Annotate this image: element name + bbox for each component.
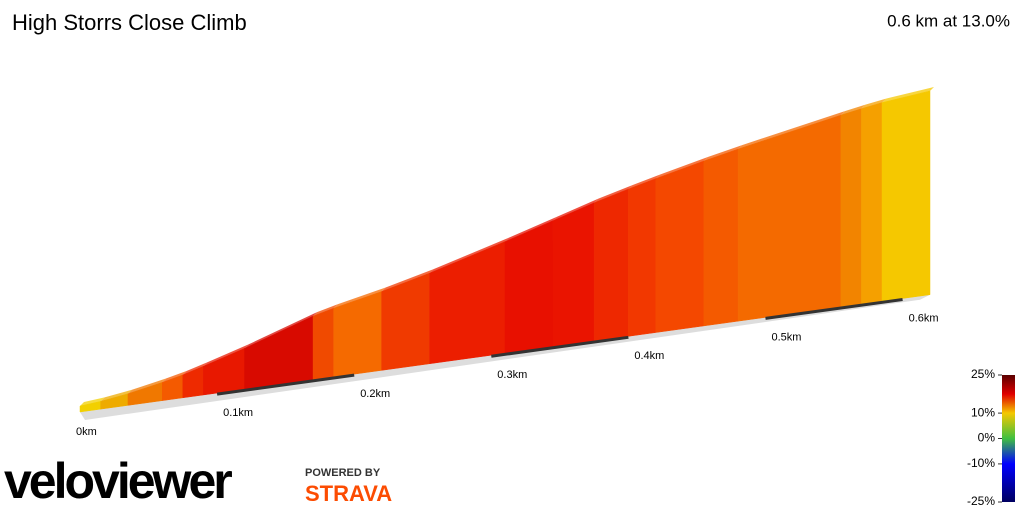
chart-title: High Storrs Close Climb — [12, 10, 247, 35]
distance-band — [765, 297, 903, 320]
segment-top — [203, 344, 249, 367]
segment — [312, 307, 334, 381]
segment — [593, 188, 629, 342]
x-tick-label: 0.6km — [909, 312, 939, 324]
segment — [244, 315, 314, 390]
segment-top — [429, 237, 509, 274]
segment-top — [100, 389, 132, 402]
colorbar-label: 0% — [978, 431, 996, 445]
distance-band — [491, 335, 629, 358]
plot: 0km 0.1km 0.2km 0.3km 0.4km 0.5km 0.6km — [76, 86, 939, 438]
segment-top — [80, 397, 105, 406]
colorbar-label: 10% — [971, 405, 995, 419]
colorbar-label: -25% — [967, 494, 995, 508]
segment-top — [313, 304, 338, 317]
segment — [703, 148, 739, 327]
segment-top — [127, 378, 167, 394]
segment-top — [381, 269, 434, 292]
segment — [840, 108, 862, 308]
x-tick-label: 0.4km — [634, 350, 664, 362]
segment-top — [882, 86, 934, 103]
segment-top — [333, 287, 386, 309]
segment — [628, 178, 657, 337]
segment-top — [738, 111, 845, 150]
segment-top — [594, 185, 633, 203]
segment — [429, 241, 506, 365]
colorbar-ticks: 25% 10% 0% -10% -25% — [967, 367, 1002, 508]
segment-top — [162, 370, 187, 383]
segment-top — [182, 362, 208, 375]
segment — [182, 365, 204, 399]
segment — [655, 160, 705, 333]
powered-by: POWERED BY — [305, 467, 381, 479]
colorbar-label: 25% — [971, 367, 995, 381]
segment-top — [505, 216, 557, 242]
segment-top — [861, 98, 887, 109]
subtitle: 0.6 km at 13.0% — [887, 11, 1010, 30]
segment-top — [840, 104, 866, 116]
colorbar-label: -10% — [967, 456, 995, 470]
distance-band — [216, 373, 355, 396]
x-tick-label: 0.2km — [360, 388, 390, 400]
x-tick-label: 0.3km — [497, 369, 527, 381]
segment-top — [655, 157, 708, 179]
segment-top — [552, 198, 599, 221]
strava-logo: STRAVA — [305, 481, 392, 506]
segment — [504, 220, 554, 354]
logo: veloviewer — [4, 453, 232, 509]
colorbar — [1002, 375, 1015, 502]
segment — [881, 90, 931, 302]
segment-top — [703, 145, 743, 162]
segment — [861, 102, 883, 305]
x-tick-label: 0.1km — [223, 407, 253, 419]
x-tick-label: 0.5km — [771, 331, 801, 343]
segment — [552, 202, 595, 348]
segment-top — [244, 312, 318, 349]
x-tick-label: 0km — [76, 426, 97, 438]
road — [80, 294, 930, 420]
segment — [737, 114, 842, 322]
segment-top — [628, 174, 660, 190]
